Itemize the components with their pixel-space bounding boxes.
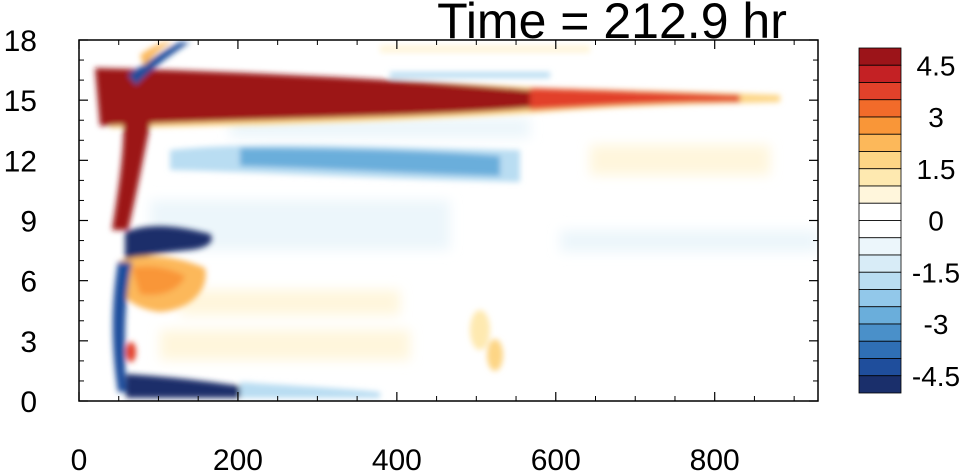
colorbar-box: [858, 340, 902, 359]
contour-field: [95, 42, 818, 398]
y-tick-label: 15: [4, 85, 37, 118]
tick-labels: 0 200 400 600 800 0 3 6 9 12 15 18: [4, 25, 740, 473]
colorbar-box: [858, 220, 902, 239]
colorbar-box: [858, 237, 902, 256]
colorbar-box: [858, 202, 902, 221]
colorbar-label: 0: [928, 206, 944, 237]
y-tick-label: 3: [20, 326, 37, 359]
x-tick-label: 200: [213, 444, 263, 473]
y-tick-label: 0: [20, 386, 37, 419]
x-tick-label: 0: [71, 444, 88, 473]
y-tick-label: 9: [20, 206, 37, 239]
axis-ticks: [78, 39, 818, 402]
colorbar-label: 3: [928, 102, 944, 133]
colorbar: [858, 47, 902, 394]
colorbar-box: [858, 306, 902, 325]
colorbar-box: [858, 116, 902, 135]
colorbar-box: [858, 358, 902, 377]
x-tick-label: 600: [531, 444, 581, 473]
colorbar-box: [858, 82, 902, 101]
colorbar-box: [858, 254, 902, 273]
colorbar-box: [858, 47, 902, 66]
y-tick-label: 18: [4, 25, 37, 58]
colorbar-box: [858, 99, 902, 118]
colorbar-label: -3: [924, 309, 949, 340]
colorbar-box: [858, 375, 902, 394]
colorbar-box: [858, 151, 902, 170]
colorbar-labels: 4.5 3 1.5 0 -1.5 -3 -4.5: [912, 50, 960, 392]
colorbar-label: 4.5: [917, 50, 956, 81]
colorbar-box: [858, 168, 902, 187]
colorbar-label: -1.5: [912, 257, 960, 288]
colorbar-box: [858, 289, 902, 308]
colorbar-label: 1.5: [917, 154, 956, 185]
colorbar-box: [858, 271, 902, 290]
colorbar-box: [858, 64, 902, 83]
colorbar-box: [858, 133, 902, 152]
y-tick-label: 6: [20, 266, 37, 299]
x-tick-label: 800: [690, 444, 740, 473]
colorbar-box: [858, 323, 902, 342]
chart-title: Time = 212.9 hr: [437, 0, 787, 49]
colorbar-box: [858, 185, 902, 204]
y-tick-label: 12: [4, 145, 37, 178]
colorbar-label: -4.5: [912, 361, 960, 392]
x-tick-label: 400: [372, 444, 422, 473]
